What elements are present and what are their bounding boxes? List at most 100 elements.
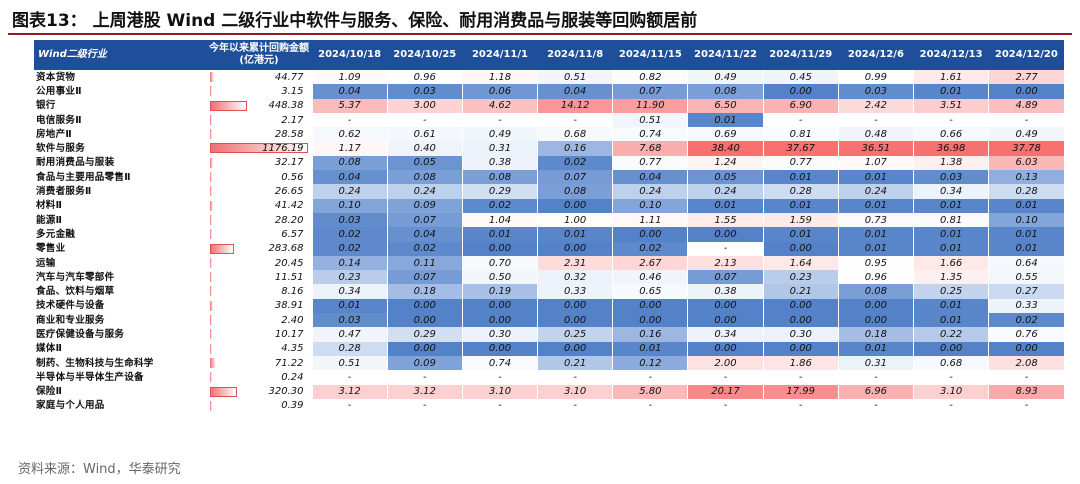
- ytd-bar: [210, 186, 213, 197]
- ytd-cell: 8.16: [206, 284, 312, 298]
- weekly-value-cell: 0.24: [612, 184, 688, 199]
- industry-name: 多元金融: [36, 228, 76, 240]
- industry-name: 食品、饮料与烟草: [36, 286, 115, 298]
- weekly-value-cell: 0.68: [912, 355, 989, 371]
- ytd-value: 4.35: [281, 343, 304, 355]
- weekly-value-cell: 0.01: [762, 170, 839, 185]
- ytd-value: 44.77: [274, 71, 304, 83]
- weekly-value-cell: 0.00: [612, 298, 688, 314]
- ytd-bar: [210, 300, 214, 311]
- weekly-value-cell: -: [386, 398, 463, 414]
- table-row: 公用事业Ⅱ 3.15 0.04 0.03 0.06 0.04 0.07 0.08 0.00 0.0…: [34, 84, 1064, 99]
- weekly-value-cell: -: [687, 370, 764, 385]
- ytd-value: 6.57: [281, 228, 304, 240]
- industry-name: 公用事业Ⅱ: [36, 85, 82, 97]
- ytd-bar: [210, 200, 214, 211]
- ytd-bar: [210, 315, 212, 326]
- weekly-value-cell: 0.47: [311, 327, 388, 342]
- ytd-value: 0.56: [281, 171, 304, 183]
- weekly-value-cell: 0.46: [612, 270, 688, 285]
- weekly-value-cell: 1.00: [537, 212, 613, 228]
- ytd-value: 28.58: [274, 128, 304, 140]
- weekly-value-cell: 0.14: [311, 255, 388, 271]
- weekly-value-cell: 1.04: [461, 212, 538, 228]
- weekly-value-cell: 0.08: [837, 284, 914, 299]
- weekly-value-cell: -: [537, 398, 613, 414]
- header-date: 2024/12/13: [913, 40, 989, 70]
- weekly-value-cell: 8.93: [988, 384, 1064, 399]
- industry-name: 汽车与汽车零部件: [36, 271, 115, 283]
- weekly-value-cell: 0.23: [311, 270, 388, 285]
- industry-name: 零售业: [36, 243, 66, 255]
- weekly-value-cell: 0.28: [988, 184, 1064, 199]
- weekly-value-cell: 0.01: [837, 198, 914, 213]
- weekly-value-cell: 0.00: [386, 298, 463, 314]
- weekly-value-cell: 0.08: [386, 170, 463, 185]
- industry-name: 电信服务Ⅱ: [36, 114, 82, 126]
- weekly-value-cell: 0.00: [461, 341, 538, 356]
- weekly-value-cell: -: [837, 370, 914, 385]
- weekly-value-cell: 0.00: [537, 241, 613, 256]
- weekly-value-cell: 3.12: [386, 384, 463, 399]
- table-row: 医疗保健设备与服务 10.17 0.47 0.29 0.30 0.25 0.16 0.34 0.…: [34, 327, 1064, 342]
- weekly-value-cell: 0.00: [687, 341, 764, 356]
- ytd-value: 20.45: [274, 257, 304, 269]
- ytd-value: 26.65: [274, 186, 304, 198]
- weekly-value-cell: 0.08: [461, 170, 538, 185]
- ytd-bar: [210, 357, 216, 368]
- weekly-value-cell: 0.01: [461, 227, 538, 242]
- weekly-value-cell: 11.90: [612, 98, 688, 113]
- weekly-value-cell: 0.02: [537, 155, 613, 171]
- table-row: 软件与服务 1176.19 1.17 0.40 0.31 0.16 7.68 38.40 37.…: [34, 141, 1064, 156]
- industry-name: 医疗保健设备与服务: [36, 328, 125, 340]
- weekly-value-cell: 0.01: [687, 112, 764, 128]
- ytd-bar: [210, 329, 212, 340]
- weekly-value-cell: 6.50: [687, 98, 764, 113]
- weekly-value-cell: 0.34: [687, 327, 764, 342]
- weekly-value-cell: 0.01: [311, 298, 388, 314]
- weekly-value-cell: 0.55: [988, 270, 1064, 285]
- ytd-value: 283.68: [268, 243, 304, 255]
- weekly-value-cell: 0.28: [311, 341, 388, 356]
- weekly-value-cell: -: [837, 112, 914, 128]
- weekly-value-cell: 7.68: [612, 141, 688, 156]
- weekly-value-cell: 0.01: [988, 241, 1064, 256]
- weekly-value-cell: 0.00: [537, 313, 613, 328]
- industry-name: 消费者服务Ⅱ: [36, 186, 92, 198]
- weekly-value-cell: 0.04: [612, 170, 688, 185]
- weekly-value-cell: 0.01: [837, 170, 914, 185]
- weekly-value-cell: 0.33: [537, 284, 613, 299]
- weekly-value-cell: 0.08: [311, 155, 388, 171]
- weekly-value-cell: -: [612, 370, 688, 385]
- ytd-bar: [210, 229, 212, 240]
- weekly-value-cell: 0.01: [837, 241, 914, 256]
- weekly-value-cell: 36.98: [912, 141, 989, 156]
- weekly-value-cell: 0.01: [612, 341, 688, 356]
- weekly-value-cell: 0.08: [537, 184, 613, 199]
- weekly-value-cell: -: [386, 370, 463, 385]
- weekly-value-cell: 6.03: [988, 155, 1064, 171]
- industry-name: 材料Ⅱ: [36, 200, 63, 212]
- weekly-value-cell: 0.22: [912, 327, 989, 342]
- weekly-value-cell: 5.37: [311, 98, 388, 113]
- industry-name: 能源Ⅱ: [36, 214, 63, 226]
- ytd-cell: 320.30: [206, 385, 312, 399]
- weekly-value-cell: 0.00: [912, 341, 989, 356]
- industry-name: 媒体Ⅱ: [36, 343, 63, 355]
- weekly-value-cell: 0.00: [988, 341, 1064, 356]
- weekly-value-cell: 2.13: [687, 255, 764, 271]
- ytd-cell: 41.42: [206, 199, 312, 213]
- weekly-value-cell: 0.02: [988, 313, 1064, 328]
- header-date: 2024/11/1: [462, 40, 538, 70]
- table-row: 多元金融 6.57 0.02 0.04 0.01 0.01 0.00 0.00 0.01 0.01…: [34, 227, 1064, 242]
- weekly-value-cell: 0.29: [386, 327, 463, 342]
- weekly-value-cell: 0.01: [687, 198, 764, 213]
- weekly-value-cell: 0.32: [537, 270, 613, 285]
- weekly-value-cell: 0.31: [461, 141, 538, 156]
- weekly-value-cell: 0.48: [837, 127, 914, 142]
- ytd-value: 38.91: [274, 300, 304, 312]
- ytd-bar: [210, 214, 213, 225]
- industry-name: 食品与主要用品零售Ⅱ: [36, 171, 131, 183]
- weekly-value-cell: 0.00: [461, 241, 538, 256]
- table-row: 技术硬件与设备 38.91 0.01 0.00 0.00 0.00 0.00 0.00 0.00…: [34, 298, 1064, 314]
